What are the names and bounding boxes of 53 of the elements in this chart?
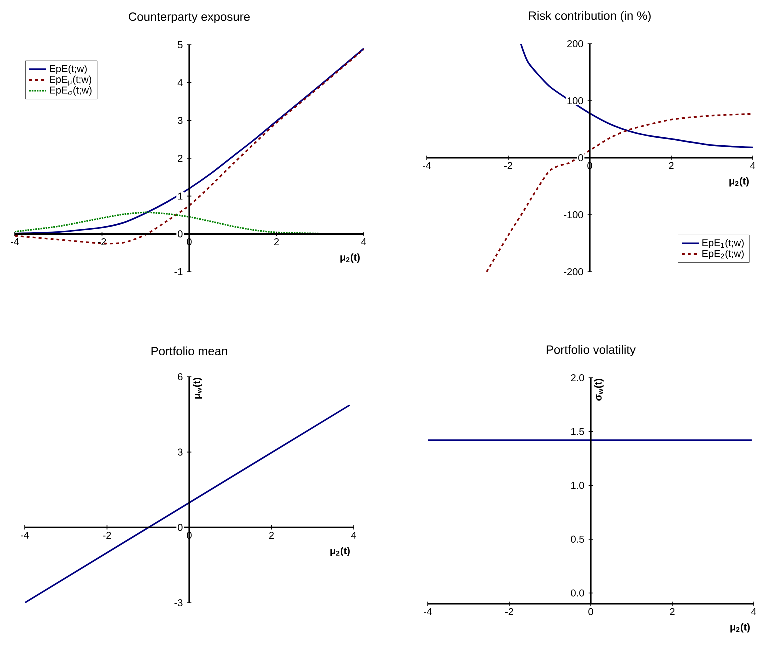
y-tick-label: 3 bbox=[178, 117, 183, 124]
x-tick-label: 2 bbox=[274, 238, 280, 246]
y-tick-label: 3 bbox=[178, 448, 183, 456]
x-axis-title: μ$_{2}$(t) bbox=[730, 623, 750, 633]
x-tick-label: 2 bbox=[669, 162, 674, 170]
x-tick-label: 4 bbox=[751, 608, 756, 616]
y-tick-label: 4 bbox=[178, 79, 183, 86]
chart-title: Counterparty exposure bbox=[129, 12, 250, 24]
y-axis-title: μ$_{w}$(t) bbox=[193, 378, 202, 399]
y-tick-label: 0 bbox=[578, 154, 584, 162]
x-axis-title: μ$_{2}$(t) bbox=[330, 547, 350, 556]
y-tick-label: 2.0 bbox=[571, 374, 584, 382]
x-tick-label: -4 bbox=[20, 532, 30, 539]
y-tick-label: 1.5 bbox=[572, 428, 584, 436]
y-tick-label: 0.0 bbox=[571, 590, 584, 597]
y-tick-label: 5 bbox=[178, 42, 183, 48]
y-tick-label: 1.0 bbox=[572, 482, 584, 490]
y-tick-label: 100 bbox=[568, 97, 584, 105]
y-tick-label: -1 bbox=[174, 268, 183, 276]
x-tick-label: -2 bbox=[103, 532, 112, 539]
y-tick-label: -3 bbox=[174, 599, 183, 607]
legend-label: EpE$_{μ}$(t;w) bbox=[50, 76, 92, 86]
x-axis-title: μ$_{2}$(t) bbox=[340, 254, 360, 263]
y-axis-title: σ$_{w}$(t) bbox=[594, 379, 604, 401]
x-axis-title: μ$_{2}$(t) bbox=[730, 177, 749, 187]
y-tick-label: -100 bbox=[564, 211, 584, 219]
x-tick-label: 4 bbox=[351, 532, 356, 539]
x-tick-label: -4 bbox=[422, 162, 432, 170]
chart-title: Risk contribution (in %) bbox=[529, 11, 651, 23]
x-tick-label: -4 bbox=[424, 608, 432, 616]
x-tick-label: 2 bbox=[670, 608, 675, 616]
x-tick-label: -4 bbox=[10, 238, 20, 246]
y-tick-label: 0.5 bbox=[571, 536, 584, 543]
y-tick-label: 6 bbox=[178, 373, 183, 381]
x-tick-label: -2 bbox=[98, 238, 106, 246]
x-tick-label: 4 bbox=[750, 162, 756, 170]
legend-label: EpE(t;w) bbox=[50, 65, 87, 74]
y-tick-label: 2 bbox=[178, 155, 183, 162]
legend-label: EpE$_{2}$(t;w) bbox=[702, 250, 744, 260]
x-tick-label: -2 bbox=[505, 608, 514, 616]
y-tick-label: 1 bbox=[178, 192, 183, 200]
x-tick-label: 0 bbox=[588, 608, 594, 616]
x-tick-label: 2 bbox=[269, 532, 274, 539]
legend-label: EpE$_{σ}$(t;w) bbox=[50, 86, 92, 96]
y-tick-label: 0 bbox=[178, 524, 183, 532]
x-tick-label: 4 bbox=[361, 238, 366, 246]
legend-label: EpE$_{1}$(t;w) bbox=[702, 239, 744, 249]
y-tick-label: 0 bbox=[178, 230, 183, 238]
chart-title: Portfolio volatility bbox=[546, 345, 636, 357]
x-tick-label: -2 bbox=[504, 162, 512, 170]
y-tick-label: 200 bbox=[568, 40, 584, 48]
y-tick-label: -200 bbox=[564, 268, 584, 276]
chart-title: Portfolio mean bbox=[152, 346, 228, 356]
